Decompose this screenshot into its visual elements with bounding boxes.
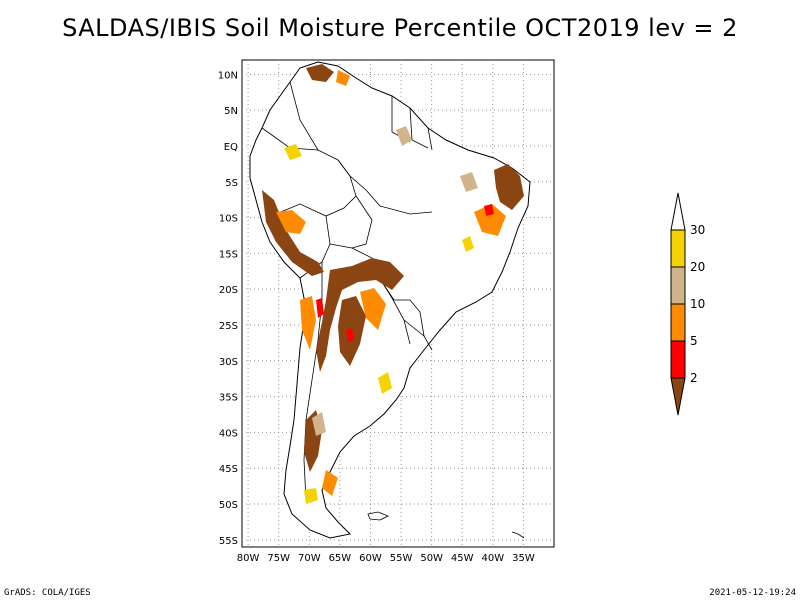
- soil-moisture-patches: [262, 64, 524, 504]
- lat-tick-label: 55S: [219, 536, 238, 547]
- color-bar-top-triangle: [670, 192, 686, 231]
- lon-tick-label: 60W: [359, 553, 382, 564]
- color-bar-label: 10: [690, 297, 705, 311]
- color-bar-segment: [670, 340, 686, 379]
- color-bar-labels: 30 20 10 5 2: [690, 223, 705, 385]
- lat-tick-label: 5S: [225, 178, 238, 189]
- color-bar-label: 5: [690, 334, 698, 348]
- lon-tick-label: 40W: [482, 553, 505, 564]
- lat-tick-label: 5N: [224, 106, 238, 117]
- lat-tick-label: 10S: [219, 214, 238, 225]
- lat-tick-label: 10N: [218, 70, 238, 81]
- color-bar: [670, 192, 686, 416]
- color-bar-label: 2: [690, 371, 698, 385]
- lat-tick-label: 40S: [219, 428, 238, 439]
- country-borders: [261, 81, 433, 501]
- lat-tick-label: 50S: [219, 500, 238, 511]
- color-bar-segment: [670, 303, 686, 342]
- lon-tick-label: 55W: [390, 553, 413, 564]
- lon-tick-label: 70W: [298, 553, 321, 564]
- footer-timestamp: 2021-05-12-19:24: [709, 588, 796, 598]
- lat-tick-label: 25S: [219, 321, 238, 332]
- color-bar-label: 30: [690, 223, 705, 237]
- lat-tick-label: 15S: [219, 249, 238, 260]
- lat-tick-label: 20S: [219, 285, 238, 296]
- lat-tick-label: 30S: [219, 357, 238, 368]
- lat-tick-label: 35S: [219, 393, 238, 404]
- color-bar-label: 20: [690, 260, 705, 274]
- south-georgia: [511, 531, 525, 539]
- color-bar-segment: [670, 266, 686, 305]
- falkland-islands: [367, 511, 389, 521]
- lon-tick-label: 45W: [451, 553, 474, 564]
- lon-tick-label: 65W: [329, 553, 352, 564]
- lat-tick-label: EQ: [224, 142, 238, 153]
- lon-tick-label: 75W: [267, 553, 290, 564]
- lon-tick-label: 80W: [237, 553, 260, 564]
- lat-tick-label: 45S: [219, 464, 238, 475]
- footer-credit: GrADS: COLA/IGES: [4, 588, 91, 598]
- color-bar-bottom-triangle: [670, 377, 686, 416]
- lon-tick-label: 35W: [512, 553, 535, 564]
- lon-tick-label: 50W: [420, 553, 443, 564]
- color-bar-segment: [670, 229, 686, 268]
- map-title: SALDAS/IBIS Soil Moisture Percentile OCT…: [62, 14, 738, 42]
- latitude-labels: 10N 5N EQ 5S 10S 15S 20S 25S 30S 35S 40S 45S 50S 55S: [218, 70, 238, 547]
- longitude-labels: 80W 75W 70W 65W 60W 55W 50W 45W 40W 35W: [237, 553, 535, 564]
